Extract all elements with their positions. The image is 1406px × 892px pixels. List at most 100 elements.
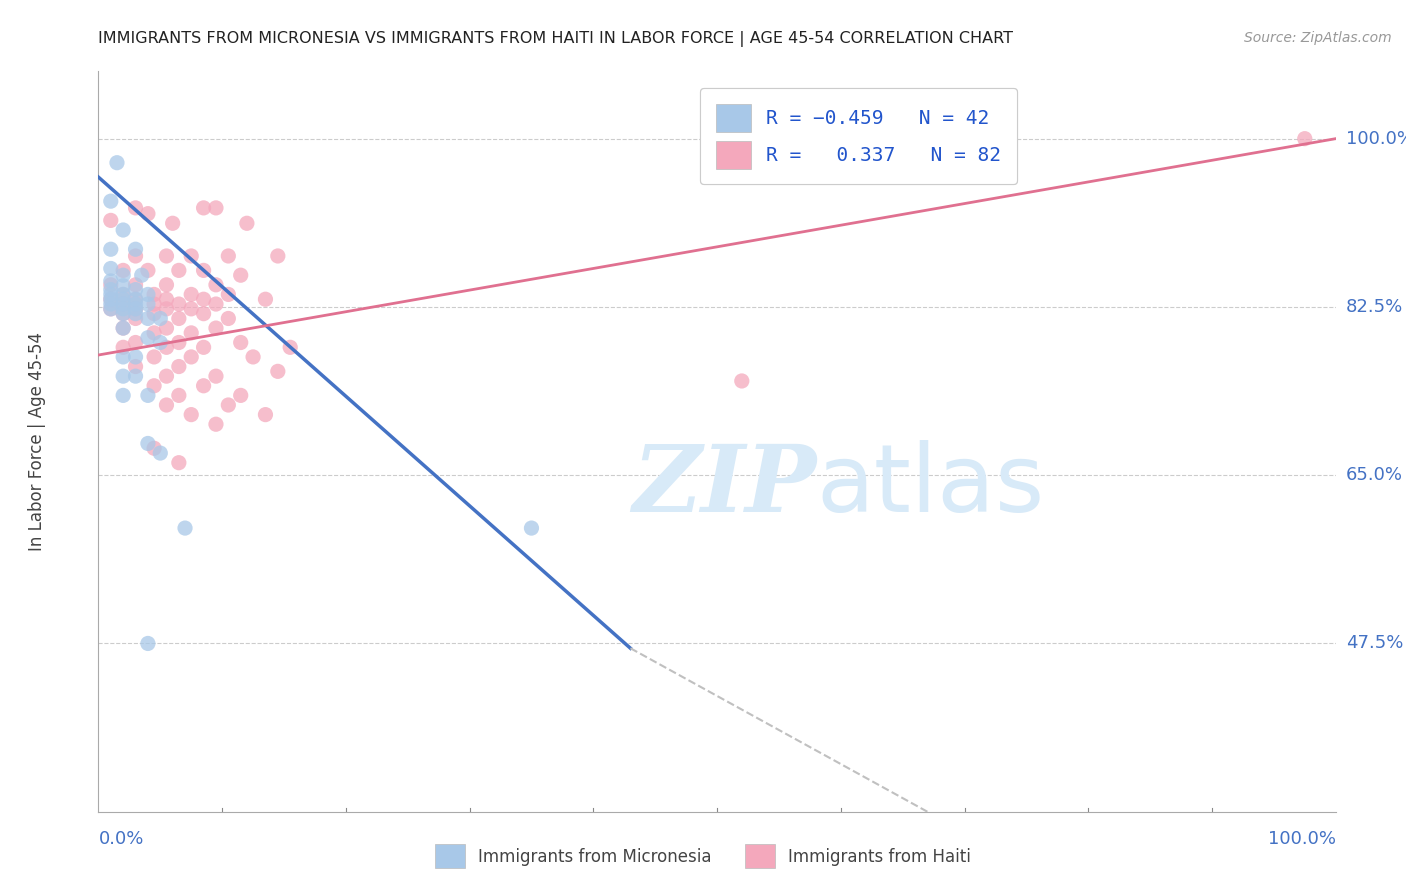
Point [100,287,122,301]
Point [180,287,202,301]
Point [136,207,159,221]
Point [217,249,239,263]
Point [155,301,177,316]
Point [193,292,215,306]
Point [112,287,135,301]
Point [167,359,190,374]
Point [124,283,146,297]
Point [180,350,202,364]
Point [193,263,215,277]
Point [131,268,153,283]
Point [143,287,166,301]
Point [100,277,122,292]
Point [124,311,146,326]
Point [136,436,159,450]
Point [143,326,166,340]
Point [149,446,172,460]
Point [167,311,190,326]
Point [100,292,122,306]
Point [149,311,172,326]
Point [205,297,228,311]
Point [193,201,215,215]
Point [136,311,159,326]
Point [112,297,135,311]
Text: In Labor Force | Age 45-54: In Labor Force | Age 45-54 [28,332,45,551]
Point [136,263,159,277]
Point [217,398,239,412]
Point [136,636,159,650]
Point [124,249,146,263]
Text: 82.5%: 82.5% [1346,298,1403,316]
Legend: Immigrants from Micronesia, Immigrants from Haiti: Immigrants from Micronesia, Immigrants f… [429,838,977,875]
Point [149,335,172,350]
Point [112,321,135,335]
Text: 100.0%: 100.0% [1268,830,1336,848]
Point [112,307,135,321]
Point [124,369,146,384]
Point [143,297,166,311]
Point [155,249,177,263]
Point [124,307,146,321]
Point [112,321,135,335]
Point [124,201,146,215]
Point [167,297,190,311]
Point [193,378,215,392]
Point [254,292,277,306]
Point [143,378,166,392]
Point [180,326,202,340]
Point [100,283,122,297]
Text: ZIP: ZIP [631,441,815,531]
Point [236,216,259,230]
Text: 100.0%: 100.0% [1346,129,1406,148]
Point [278,340,301,354]
Point [180,301,202,316]
Text: 0.0%: 0.0% [98,830,143,848]
Point [124,359,146,374]
Point [124,301,146,316]
Text: 47.5%: 47.5% [1346,634,1403,652]
Point [124,301,146,316]
Point [229,335,252,350]
Text: Source: ZipAtlas.com: Source: ZipAtlas.com [1244,31,1392,45]
Point [100,213,122,227]
Point [155,398,177,412]
Point [112,292,135,306]
Point [124,350,146,364]
Point [112,388,135,402]
Point [217,311,239,326]
Point [205,201,228,215]
Point [180,408,202,422]
Point [193,340,215,354]
Point [217,287,239,301]
Point [112,307,135,321]
Point [124,335,146,350]
Point [112,301,135,316]
Point [124,277,146,292]
Point [124,292,146,306]
Point [267,249,290,263]
Point [112,297,135,311]
Point [174,521,197,535]
Point [205,277,228,292]
Point [167,388,190,402]
Point [155,340,177,354]
Point [143,307,166,321]
Text: IMMIGRANTS FROM MICRONESIA VS IMMIGRANTS FROM HAITI IN LABOR FORCE | AGE 45-54 C: IMMIGRANTS FROM MICRONESIA VS IMMIGRANTS… [98,31,1014,47]
Point [167,263,190,277]
Point [112,340,135,354]
Text: atlas: atlas [815,440,1045,532]
Point [124,292,146,306]
Point [267,364,290,378]
Legend: R = −0.459   N = 42, R =   0.337   N = 82: R = −0.459 N = 42, R = 0.337 N = 82 [700,88,1017,185]
Point [100,301,122,316]
Point [112,350,135,364]
Point [136,331,159,345]
Point [100,292,122,306]
Point [193,307,215,321]
Point [520,521,543,535]
Point [155,277,177,292]
Point [100,261,122,276]
Point [229,268,252,283]
Text: 65.0%: 65.0% [1346,467,1403,484]
Point [100,194,122,209]
